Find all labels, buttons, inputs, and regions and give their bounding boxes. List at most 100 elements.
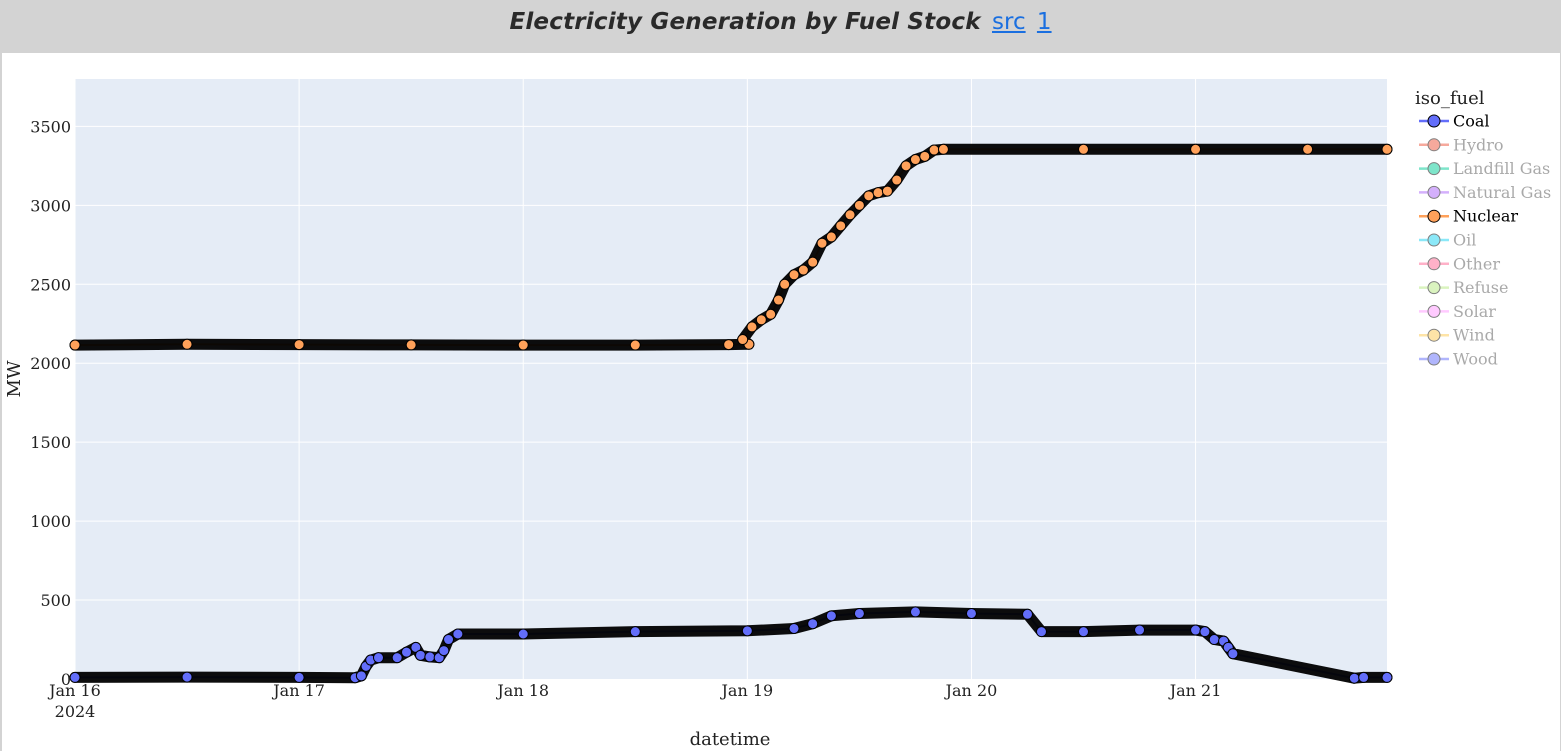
data-point <box>181 338 193 350</box>
data-point <box>741 625 753 637</box>
title-line: Electricity Generation by Fuel Stock src… <box>0 6 1561 38</box>
y-axis: 0 500 1000 1500 2000 2500 3000 3500 <box>30 117 71 689</box>
legend-marker-swatch <box>1427 162 1441 176</box>
legend-marker-swatch <box>1427 281 1441 295</box>
legend-label: Oil <box>1453 231 1476 250</box>
data-point <box>928 144 940 156</box>
legend-marker-swatch <box>1427 138 1441 152</box>
legend-label: Hydro <box>1453 135 1504 154</box>
x-axis-title: datetime <box>690 729 771 750</box>
data-point <box>937 143 949 155</box>
data-point <box>1199 626 1211 638</box>
y-tick-label: 3500 <box>30 117 71 136</box>
legend-item-hydro[interactable]: Hydro <box>1419 135 1504 154</box>
data-point <box>1381 143 1393 155</box>
data-point <box>772 294 784 306</box>
data-point <box>844 209 856 221</box>
data-point <box>391 652 403 664</box>
legend-label: Other <box>1453 254 1500 273</box>
data-point <box>755 314 767 326</box>
data-point <box>424 651 436 663</box>
x-tick-label: Jan 19 <box>719 681 773 700</box>
data-point <box>452 628 464 640</box>
data-point <box>1078 626 1090 638</box>
legend-item-nuclear[interactable]: Nuclear <box>1419 207 1518 226</box>
data-point <box>853 199 865 211</box>
data-point <box>737 334 749 346</box>
data-point <box>1190 624 1202 636</box>
data-point <box>517 339 529 351</box>
data-point <box>69 671 81 683</box>
data-point <box>797 264 809 276</box>
data-point <box>1208 634 1220 646</box>
x-tick-label: Jan 17 <box>271 681 325 700</box>
data-point <box>807 256 819 268</box>
data-point <box>965 607 977 619</box>
data-point <box>723 339 735 351</box>
legend-marker-swatch <box>1427 304 1441 318</box>
data-point <box>372 652 384 664</box>
x-tick-year-label: 2024 <box>55 702 96 721</box>
x-tick-label: Jan 21 <box>1168 681 1222 700</box>
legend: iso_fuel Coal Hydro Landfill Gas Natural Ga… <box>1415 88 1551 369</box>
data-point <box>746 321 758 333</box>
y-tick-label: 0 <box>61 670 71 689</box>
data-point <box>1358 671 1370 683</box>
legend-marker-swatch <box>1427 185 1441 199</box>
legend-label: Nuclear <box>1453 207 1518 226</box>
legend-item-natural-gas[interactable]: Natural Gas <box>1419 183 1551 202</box>
legend-label: Wood <box>1453 350 1498 369</box>
legend-label: Landfill Gas <box>1453 159 1550 178</box>
data-point <box>438 645 450 657</box>
data-point <box>443 634 455 646</box>
data-point <box>788 622 800 634</box>
legend-label: Refuse <box>1453 278 1508 297</box>
legend-item-refuse[interactable]: Refuse <box>1419 278 1508 297</box>
series-nuclear <box>69 143 1393 351</box>
legend-item-landfill-gas[interactable]: Landfill Gas <box>1419 159 1550 178</box>
data-point <box>1035 626 1047 638</box>
y-axis-title: MW <box>4 360 25 397</box>
data-point <box>1078 143 1090 155</box>
legend-marker-swatch <box>1427 114 1441 128</box>
src-link[interactable]: src <box>992 9 1026 35</box>
data-point <box>909 154 921 166</box>
page-title: Electricity Generation by Fuel Stock <box>509 9 981 35</box>
data-point <box>293 339 305 351</box>
data-point <box>415 649 427 661</box>
header: Electricity Generation by Fuel Stock src… <box>0 0 1561 53</box>
data-point <box>1227 648 1239 660</box>
legend-item-coal[interactable]: Coal <box>1419 112 1490 131</box>
legend-title: iso_fuel <box>1415 88 1485 109</box>
data-point <box>816 237 828 249</box>
legend-label: Wind <box>1453 326 1495 345</box>
data-point <box>825 231 837 243</box>
grid-lines <box>74 79 1387 679</box>
legend-item-solar[interactable]: Solar <box>1419 302 1496 321</box>
x-axis: Jan 16 2024 Jan 17 Jan 18 Jan 19 Jan 20 Jan 21 <box>47 681 1221 721</box>
data-point <box>909 606 921 618</box>
y-tick-label: 2000 <box>30 354 71 373</box>
legend-item-oil[interactable]: Oil <box>1419 231 1476 250</box>
data-point <box>405 339 417 351</box>
data-point <box>863 190 875 202</box>
data-point <box>891 174 903 186</box>
y-tick-label: 3000 <box>30 196 71 215</box>
data-point <box>1134 624 1146 636</box>
legend-label: Natural Gas <box>1453 183 1551 202</box>
data-point <box>1302 143 1314 155</box>
legend-marker-swatch <box>1427 328 1441 342</box>
data-point <box>900 160 912 172</box>
data-point <box>355 670 367 682</box>
legend-item-other[interactable]: Other <box>1419 254 1500 273</box>
legend-item-wind[interactable]: Wind <box>1419 326 1495 345</box>
data-point <box>181 671 193 683</box>
series-coal <box>69 606 1393 684</box>
reference-link[interactable]: 1 <box>1036 9 1052 35</box>
y-tick-label: 1000 <box>30 512 71 531</box>
legend-item-wood[interactable]: Wood <box>1419 350 1498 369</box>
legend-marker-swatch <box>1427 257 1441 271</box>
data-point <box>69 339 81 351</box>
data-point <box>872 187 884 199</box>
